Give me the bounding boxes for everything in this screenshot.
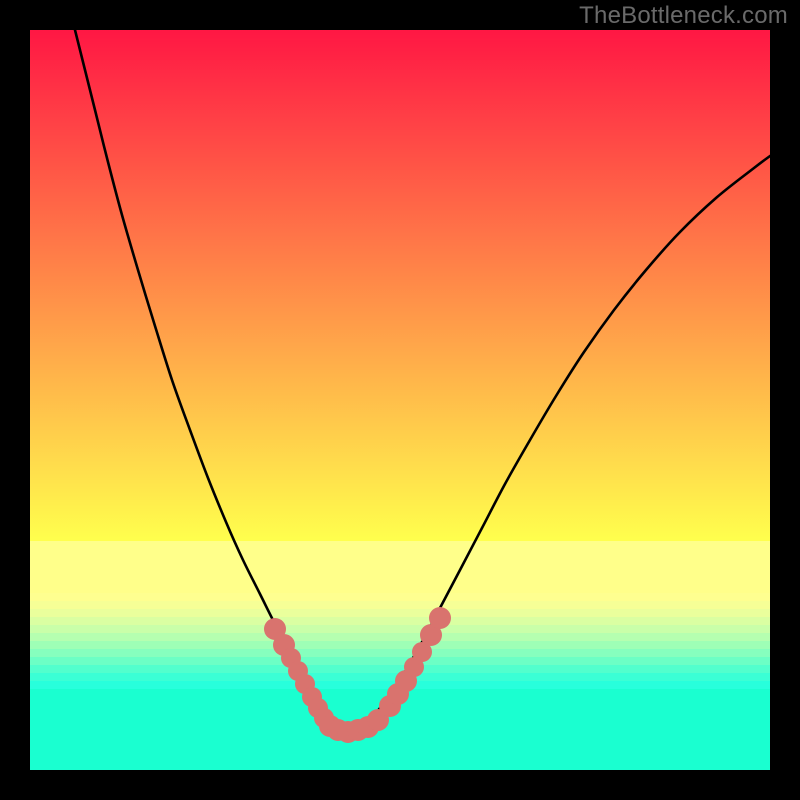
curve-layer — [30, 30, 770, 770]
watermark-text: TheBottleneck.com — [579, 2, 788, 30]
bottleneck-curve — [75, 30, 770, 730]
plot-area — [30, 30, 770, 770]
curve-marker — [429, 607, 451, 629]
